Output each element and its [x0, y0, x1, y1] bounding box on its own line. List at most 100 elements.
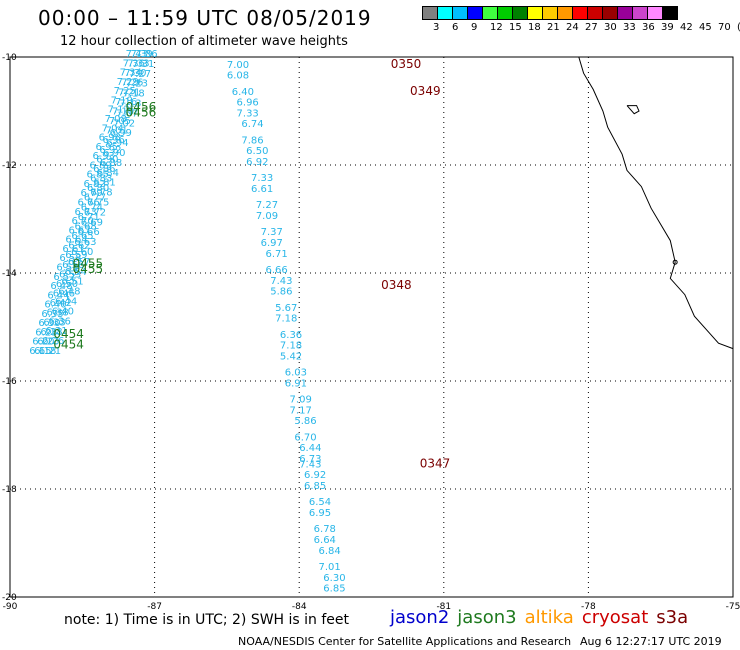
- swh-value-label: 7.18: [280, 341, 302, 352]
- legend-label: 39: [661, 22, 674, 33]
- swh-value-label: 7.04: [102, 123, 124, 134]
- swh-value-label: 6.85: [323, 584, 345, 595]
- swh-value-label: 5.86: [294, 416, 316, 427]
- swh-value-label: 6.58: [59, 253, 81, 264]
- swh-value-label: 6.54: [309, 497, 331, 508]
- swh-value-label: 6.50: [56, 279, 78, 290]
- swh-value-label: 7.86: [241, 135, 263, 146]
- swh-value-label: 6.89: [90, 160, 112, 171]
- swh-value-label: 6.65: [71, 231, 93, 242]
- legend-label: 18: [528, 22, 541, 33]
- swh-value-label: 7.19: [111, 95, 133, 106]
- footer-timestamp: Aug 6 12:27:17 UTC 2019: [580, 635, 722, 648]
- swh-value-label: 6.53: [59, 269, 81, 280]
- swh-value-label: 7.18: [275, 314, 297, 325]
- swh-value-label: 6.40: [232, 87, 254, 98]
- pass-number-label: 0456: [126, 100, 157, 114]
- swh-value-label: 6.71: [78, 212, 100, 223]
- legend-label: 45: [699, 22, 712, 33]
- swh-value-label: 7.02: [113, 118, 135, 129]
- swh-value-label: 6.84: [318, 546, 340, 557]
- lon-tick-label: -87: [147, 602, 162, 612]
- lat-tick-label: -18: [2, 485, 17, 495]
- swh-value-label: 6.25: [35, 327, 57, 338]
- legend-label: 36: [642, 22, 655, 33]
- swh-value-label: 7.43: [126, 49, 148, 60]
- swh-value-label: 6.48: [58, 287, 80, 298]
- swh-value-label: 7.21: [118, 87, 140, 98]
- swh-value-label: 6.48: [50, 281, 72, 292]
- swh-value-label: 6.50: [246, 146, 268, 157]
- color-scale-legend: [422, 6, 678, 20]
- lat-tick-label: -16: [2, 377, 17, 387]
- swh-value-label: 6.88: [100, 158, 122, 169]
- swh-value-label: 6.99: [110, 128, 132, 139]
- pass-number-label: 0454: [53, 338, 84, 352]
- lat-tick-label: -12: [2, 161, 17, 171]
- swh-value-label: 6.78: [90, 188, 112, 199]
- swh-value-label: 6.28: [40, 327, 62, 338]
- swh-value-label: 6.15: [29, 346, 51, 357]
- page-title: 00:00 – 11:59 UTC 08/05/2019: [38, 6, 372, 30]
- swh-value-label: 6.97: [261, 238, 283, 249]
- swh-value-label: 7.05: [109, 116, 131, 127]
- swh-value-label: 6.51: [61, 277, 83, 288]
- swh-value-label: 6.40: [52, 306, 74, 317]
- swh-value-label: 6.82: [84, 179, 106, 190]
- swh-value-label: 6.57: [68, 257, 90, 268]
- satellite-legend: jason2 jason3 altika cryosat s3a: [390, 607, 696, 628]
- pass-number-label: 0454: [53, 327, 84, 341]
- swh-value-label: 6.83: [90, 174, 112, 185]
- swh-value-label: 6.23: [37, 336, 59, 347]
- swh-value-label: 7.09: [290, 395, 312, 406]
- swh-value-label: 6.75: [87, 198, 109, 209]
- swh-value-label: 7.18: [122, 89, 144, 100]
- swh-value-label: 6.30: [38, 318, 60, 329]
- swh-value-label: 7.07: [116, 108, 138, 119]
- swh-value-label: 6.70: [71, 216, 93, 227]
- swh-value-label: 6.92: [99, 145, 121, 156]
- swh-value-label: 6.78: [314, 524, 336, 535]
- lon-tick-label: -90: [3, 602, 18, 612]
- swh-value-label: 6.67: [68, 225, 90, 236]
- swh-value-label: 6.92: [304, 470, 326, 481]
- swh-value-label: 6.56: [62, 260, 84, 271]
- swh-value-label: 7.33: [251, 173, 273, 184]
- swh-value-label: 6.33: [43, 317, 65, 328]
- coastline: [578, 56, 734, 350]
- swh-value-label: 7.39: [131, 49, 153, 60]
- legend-label: (ft): [737, 22, 740, 33]
- legend-label: 9: [471, 22, 478, 33]
- footer-note: note: 1) Time is in UTC; 2) SWH is in fe…: [64, 612, 350, 628]
- swh-value-label: 7.01: [106, 126, 128, 137]
- legend-label: 30: [604, 22, 617, 33]
- swh-value-label: 6.72: [84, 207, 106, 218]
- island-dot: [672, 259, 678, 265]
- lon-tick-label: -84: [292, 602, 307, 612]
- swh-value-label: 6.44: [55, 297, 77, 308]
- swh-value-label: 5.42: [280, 351, 302, 362]
- pass-number-label: 0349: [410, 84, 441, 98]
- swh-value-label: 6.77: [84, 193, 106, 204]
- swh-value-label: 6.81: [94, 178, 116, 189]
- swh-value-label: 6.35: [41, 309, 63, 320]
- swh-value-label: 6.69: [81, 217, 103, 228]
- swh-value-label: 6.74: [241, 119, 263, 130]
- island-outline: [626, 105, 640, 115]
- swh-value-label: 6.68: [75, 221, 97, 232]
- swh-value-label: 6.36: [49, 316, 71, 327]
- lon-tick-label: -75: [726, 602, 740, 612]
- swh-value-label: 6.90: [103, 148, 125, 159]
- pass-number-label: 0348: [381, 278, 412, 292]
- swh-value-label: 6.30: [323, 573, 345, 584]
- map-frame: [9, 56, 734, 598]
- swh-value-label: 7.43: [270, 276, 292, 287]
- legend-label: 24: [566, 22, 579, 33]
- swh-value-label: 7.09: [256, 211, 278, 222]
- swh-value-label: 6.61: [251, 184, 273, 195]
- legend-label: 12: [490, 22, 503, 33]
- swh-value-label: 7.08: [105, 114, 127, 125]
- page-subtitle: 12 hour collection of altimeter wave hei…: [60, 34, 348, 49]
- swh-value-label: 6.64: [65, 235, 87, 246]
